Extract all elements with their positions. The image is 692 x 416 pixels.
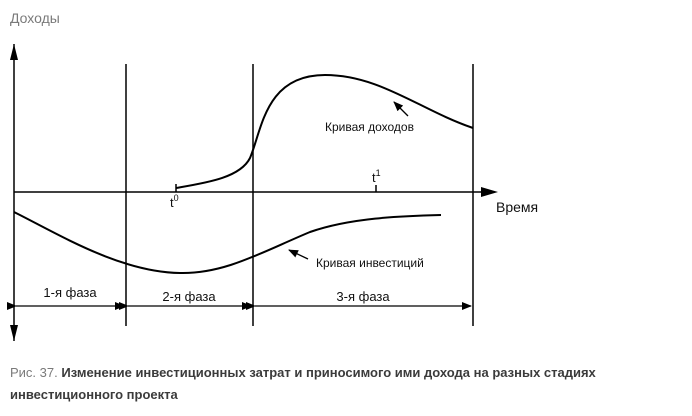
x-axis-label: Время <box>496 199 538 215</box>
income-curve-pointer <box>393 101 409 117</box>
investment-curve <box>13 211 442 275</box>
phase-3-label: 3-я фаза <box>336 289 390 304</box>
investment-curve-label: Кривая инвестиций <box>316 256 424 270</box>
phase-2-label: 2-я фаза <box>162 289 216 304</box>
caption-title: Изменение инвестиционных затрат и принос… <box>10 365 596 402</box>
caption-prefix: Рис. 37. <box>10 365 62 380</box>
y-axis-arrow-up <box>10 44 18 60</box>
figure-caption: Рис. 37. Изменение инвестиционных затрат… <box>10 362 686 406</box>
income-curve-label: Кривая доходов <box>325 120 414 134</box>
y-axis-arrow-down <box>10 325 18 341</box>
investment-phases-diagram: Время t0 t1 Кривая доходов Кривая инвест… <box>7 44 538 341</box>
investment-curve-pointer <box>288 249 309 260</box>
x-axis-arrow <box>481 187 498 197</box>
income-curve <box>175 73 474 189</box>
y-axis-label: Доходы <box>10 10 60 26</box>
phase-1-label: 1-я фаза <box>43 285 97 300</box>
t1-label: t1 <box>372 168 381 185</box>
t0-label: t0 <box>170 193 179 210</box>
